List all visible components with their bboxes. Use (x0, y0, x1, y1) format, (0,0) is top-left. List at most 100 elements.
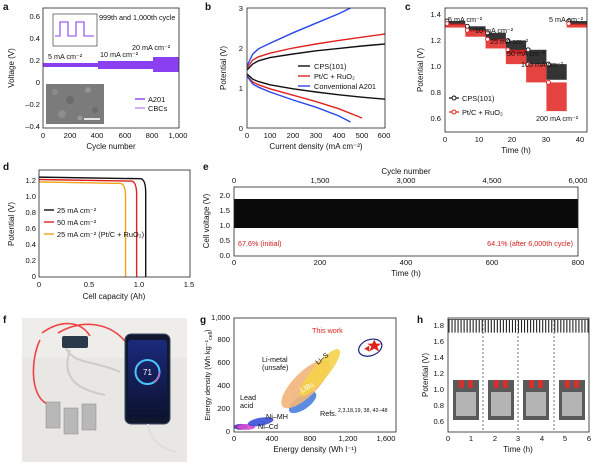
panel-f: f 71 (3, 315, 187, 462)
h-xticks: 0 1 2 3 4 5 6 (446, 434, 591, 443)
h-photo-1-tab (459, 380, 464, 388)
c-series-0-marker-2 (485, 30, 491, 36)
panel-g: g This work Li-metal (unsafe) Li–S LIBs … (200, 313, 397, 454)
h-photo-1-tab (468, 380, 473, 388)
a-xtick: 400 (91, 131, 104, 140)
b-xtick: 400 (333, 131, 346, 140)
g-ytick: 1,000 (211, 313, 230, 322)
c-series-0-step-5 (546, 64, 567, 80)
e-top-tick: 4,500 (482, 176, 501, 185)
g-label-ni-mh: Ni–MH (266, 412, 288, 421)
c-xticks: 0 10 20 30 40 (443, 135, 584, 144)
c-xtick: 0 (443, 135, 447, 144)
e-xtick: 600 (486, 258, 499, 267)
c-ytick: 0.8 (430, 88, 441, 97)
a-band-10 (98, 61, 153, 69)
h-yticks: 0.6 0.8 1.0 1.2 1.4 1.6 1.8 (433, 321, 444, 426)
b-xtick: 500 (356, 131, 369, 140)
c-yticks: 0.6 0.8 1.0 1.2 1.4 (430, 10, 441, 123)
h-xtick: 6 (587, 434, 591, 443)
b-yticks: 0 1 2 3 (239, 4, 243, 133)
d-yticks: 0 0.2 0.4 0.6 0.8 1.0 1.2 (25, 176, 36, 281)
e-ann-right: 64.1% (after 6,000th cycle) (487, 239, 573, 248)
c-ann-0: 5 mA cm⁻² (448, 15, 483, 24)
g-region-3 (288, 391, 317, 414)
a-xtick: 200 (64, 131, 77, 140)
e-top-xlabel: Cycle number (381, 167, 431, 176)
c-xtick: 40 (576, 135, 584, 144)
f-charge-value: 71 (143, 368, 152, 377)
e-top-tick: 3,000 (396, 176, 415, 185)
c-xlabel: Time (h) (501, 146, 531, 155)
c-legend-1: Pt/C + RuO₂ (462, 108, 503, 117)
c-ytick: 1.2 (430, 36, 441, 45)
panel-h: h 0.6 0.8 1.0 1.2 (417, 315, 591, 454)
h-photo-2-cell (491, 392, 511, 416)
c-series-0-step-6 (566, 21, 587, 25)
f-module (62, 336, 88, 348)
panel-e-label: e (203, 162, 209, 173)
a-xtick: 600 (119, 131, 132, 140)
a-legend-0: A201 (148, 95, 165, 104)
f-phone-cable (147, 423, 177, 453)
c-series-1-marker-1 (464, 27, 470, 33)
a-yticks: 0.6 0.4 0.2 0 –0.2 –0.4 (25, 12, 40, 131)
panel-e: e Cycle number 0 1,500 3,000 4,500 6,000… (202, 162, 588, 278)
h-photo-3-tab (538, 380, 543, 388)
e-top-tick: 0 (232, 176, 236, 185)
d-xtick: 0.5 (84, 280, 95, 289)
e-xticks: 0 200 400 600 800 (232, 258, 584, 267)
g-ytick: 800 (217, 335, 230, 344)
b-curves (247, 8, 385, 123)
c-ann-3: 50 mA cm⁻² (507, 49, 546, 58)
h-photo-3-cell (526, 392, 546, 416)
g-ytick: 0 (226, 427, 230, 436)
g-label-ni-cd: Ni–Cd (258, 422, 278, 431)
h-ytick: 0.8 (433, 401, 444, 410)
c-series-1-marker-5 (545, 79, 551, 85)
e-yticks: 0.0 0.5 1.0 1.5 2.0 (219, 191, 230, 260)
c-ytick: 1.4 (430, 10, 441, 19)
c-series-1-step-5 (546, 82, 567, 112)
d-xlabel: Cell capacity (Ah) (83, 292, 146, 301)
c-series-1-step-4 (526, 64, 547, 83)
e-ytick: 2.0 (219, 191, 230, 200)
b-ylabel: Potential (V) (219, 46, 228, 90)
d-series-1 (38, 178, 138, 277)
a-frame (42, 7, 180, 129)
f-cables-red (32, 322, 129, 406)
a-legend-1: CBCs (148, 104, 168, 113)
a-xtick: 0 (41, 131, 45, 140)
c-series-1-step-1 (465, 30, 486, 37)
b-xtick: 200 (287, 131, 300, 140)
h-ytick: 1.8 (433, 321, 444, 330)
d-series-2 (38, 181, 127, 277)
a-band-20 (153, 57, 179, 72)
d-xtick: 0 (37, 280, 41, 289)
g-refs-sup: 2,3,18,19, 38, 42–48 (338, 408, 387, 414)
c-ann-5: 200 mA cm⁻² (536, 114, 579, 123)
a-ytick: 0 (36, 78, 40, 87)
b-series-0-discharge (247, 73, 385, 100)
c-ann-2: 25 mA cm⁻² (490, 37, 529, 46)
e-xtick: 200 (314, 258, 327, 267)
h-ytick: 1.2 (433, 369, 444, 378)
d-ytick: 1.0 (25, 192, 36, 201)
b-series-2-charge (247, 8, 351, 67)
g-region-2 (247, 417, 274, 427)
d-ytick: 0.4 (25, 240, 36, 249)
b-series-1-discharge (247, 75, 363, 119)
g-xtick: 1,600 (376, 434, 395, 443)
a-ytick: 0.2 (29, 56, 40, 65)
b-legend-1: Pt/C + RuO₂ (314, 72, 355, 81)
e-cycling-band (234, 199, 578, 228)
g-ytick: 600 (217, 358, 230, 367)
g-ylabel-sub: cell (208, 332, 214, 340)
a-xticks: 0 200 400 600 800 1,000 (41, 131, 188, 140)
c-xtick: 30 (542, 135, 550, 144)
h-photo-1-cell (456, 392, 476, 416)
panel-b-label: b (205, 2, 211, 13)
d-series-0 (38, 176, 147, 277)
d-xtick: 1.5 (184, 280, 195, 289)
h-xlabel: Time (h) (503, 445, 533, 454)
